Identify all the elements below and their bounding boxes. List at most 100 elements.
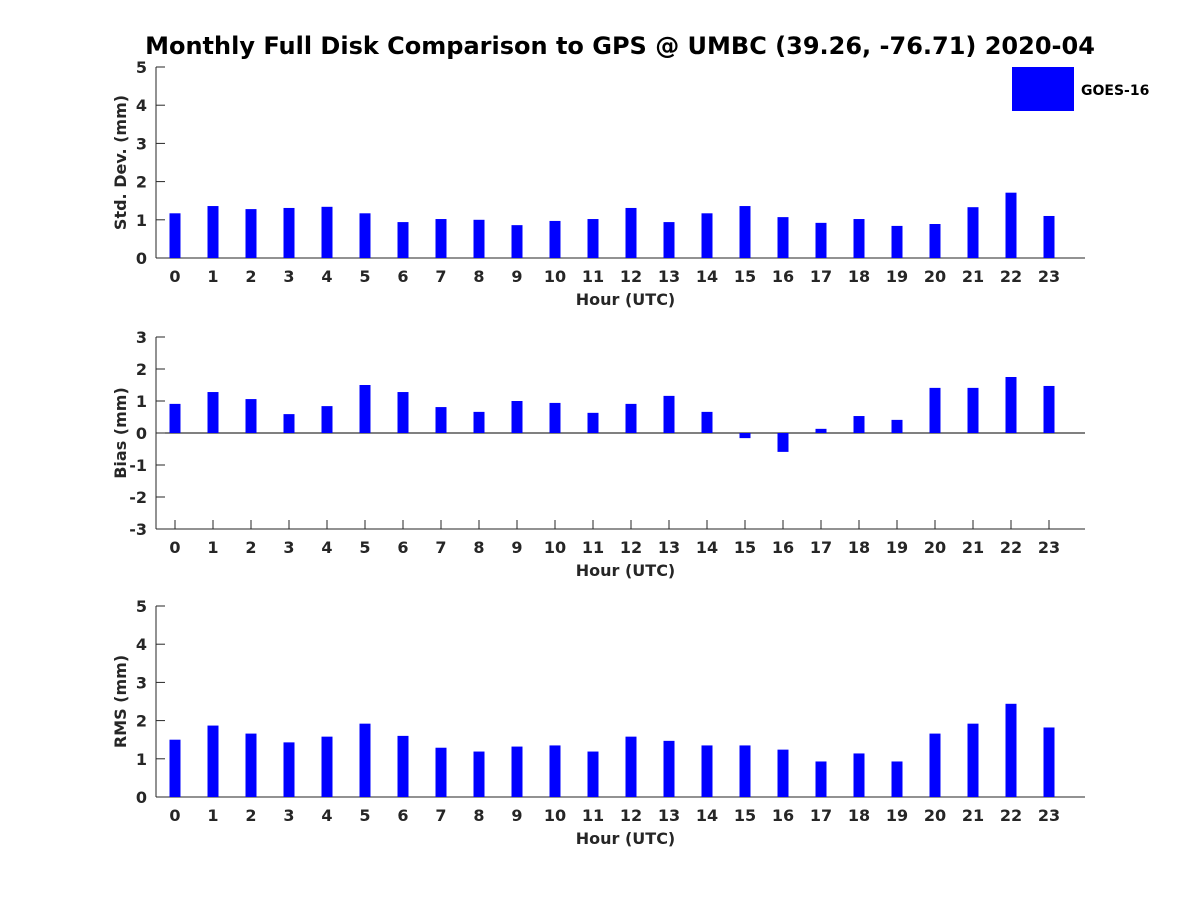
legend-label-goes-16: GOES-16 <box>1081 83 1149 99</box>
bar-hour-4 <box>321 206 333 258</box>
x-tick-label: 19 <box>886 267 908 286</box>
bar-hour-1 <box>207 206 219 258</box>
x-tick-label: 20 <box>924 267 946 286</box>
x-tick-label: 14 <box>696 267 718 286</box>
y-tick-label: 3 <box>136 134 147 153</box>
bar-hour-11 <box>587 412 599 433</box>
bar-hour-15 <box>739 206 751 258</box>
x-tick-label: 22 <box>1000 267 1022 286</box>
x-tick-label: 7 <box>435 806 446 825</box>
x-tick-label: 1 <box>207 538 218 557</box>
bar-hour-22 <box>1005 192 1017 258</box>
x-tick-label: 20 <box>924 806 946 825</box>
x-tick-label: 21 <box>962 806 984 825</box>
y-tick-label: 0 <box>136 424 147 443</box>
bar-hour-21 <box>967 207 979 258</box>
bar-hour-16 <box>777 217 789 258</box>
bar-hour-0 <box>169 403 181 433</box>
x-tick-label: 18 <box>848 267 870 286</box>
bar-hour-16 <box>777 749 789 797</box>
y-tick-label: -3 <box>129 520 147 539</box>
x-tick-label: 6 <box>397 538 408 557</box>
x-tick-label: 23 <box>1038 538 1060 557</box>
x-tick-label: 11 <box>582 267 604 286</box>
bar-hour-12 <box>625 207 637 258</box>
x-tick-label: 15 <box>734 538 756 557</box>
bar-hour-23 <box>1043 727 1055 797</box>
x-tick-label: 0 <box>169 538 180 557</box>
bar-hour-2 <box>245 209 257 258</box>
bar-hour-10 <box>549 220 561 258</box>
y-tick-label: 2 <box>136 360 147 379</box>
x-tick-label: 21 <box>962 538 984 557</box>
bar-hour-15 <box>739 433 751 439</box>
x-tick-label: 16 <box>772 806 794 825</box>
bar-hour-2 <box>245 733 257 797</box>
bar-hour-14 <box>701 213 713 258</box>
x-tick-label: 11 <box>582 538 604 557</box>
bar-hour-17 <box>815 428 827 433</box>
bar-hour-18 <box>853 753 865 797</box>
bar-hour-9 <box>511 746 523 797</box>
x-tick-label: 8 <box>473 806 484 825</box>
bar-hour-1 <box>207 392 219 433</box>
x-tick-label: 4 <box>321 538 332 557</box>
bar-hour-9 <box>511 401 523 433</box>
x-tick-label: 2 <box>245 538 256 557</box>
x-tick-label: 3 <box>283 806 294 825</box>
x-tick-label: 22 <box>1000 806 1022 825</box>
x-tick-label: 11 <box>582 806 604 825</box>
bar-hour-3 <box>283 414 295 433</box>
bar-hour-19 <box>891 225 903 258</box>
x-tick-label: 9 <box>511 538 522 557</box>
x-tick-label: 10 <box>544 267 566 286</box>
x-tick-label: 10 <box>544 538 566 557</box>
x-tick-label: 5 <box>359 806 370 825</box>
bar-hour-14 <box>701 745 713 797</box>
x-tick-label: 17 <box>810 806 832 825</box>
bar-hour-4 <box>321 736 333 797</box>
bar-hour-8 <box>473 219 485 258</box>
bar-hour-15 <box>739 745 751 797</box>
bar-hour-19 <box>891 419 903 433</box>
bar-hour-17 <box>815 222 827 258</box>
x-tick-label: 0 <box>169 267 180 286</box>
x-tick-label: 7 <box>435 267 446 286</box>
x-tick-label: 1 <box>207 267 218 286</box>
x-tick-label: 13 <box>658 267 680 286</box>
x-tick-label: 13 <box>658 806 680 825</box>
y-tick-label: 1 <box>136 392 147 411</box>
x-axis-label: Hour (UTC) <box>576 829 676 848</box>
x-tick-label: 4 <box>321 806 332 825</box>
bar-hour-22 <box>1005 703 1017 797</box>
bar-hour-21 <box>967 723 979 797</box>
y-tick-label: 3 <box>136 673 147 692</box>
x-tick-label: 14 <box>696 538 718 557</box>
bar-hour-18 <box>853 219 865 258</box>
bar-hour-2 <box>245 399 257 433</box>
bar-hour-20 <box>929 224 941 258</box>
bar-hour-16 <box>777 433 789 452</box>
x-tick-label: 16 <box>772 267 794 286</box>
x-tick-label: 6 <box>397 806 408 825</box>
x-tick-label: 3 <box>283 267 294 286</box>
y-tick-label: 4 <box>136 96 147 115</box>
bar-hour-8 <box>473 411 485 433</box>
y-axis-label: Std. Dev. (mm) <box>111 95 130 230</box>
bar-hour-6 <box>397 735 409 797</box>
y-tick-label: 5 <box>136 58 147 77</box>
x-tick-label: 3 <box>283 538 294 557</box>
x-axis-label: Hour (UTC) <box>576 290 676 309</box>
x-tick-label: 17 <box>810 267 832 286</box>
x-tick-label: 18 <box>848 538 870 557</box>
y-axis-label: RMS (mm) <box>111 655 130 748</box>
bar-hour-21 <box>967 387 979 433</box>
y-tick-label: -1 <box>129 456 147 475</box>
x-tick-label: 16 <box>772 538 794 557</box>
x-tick-label: 13 <box>658 538 680 557</box>
